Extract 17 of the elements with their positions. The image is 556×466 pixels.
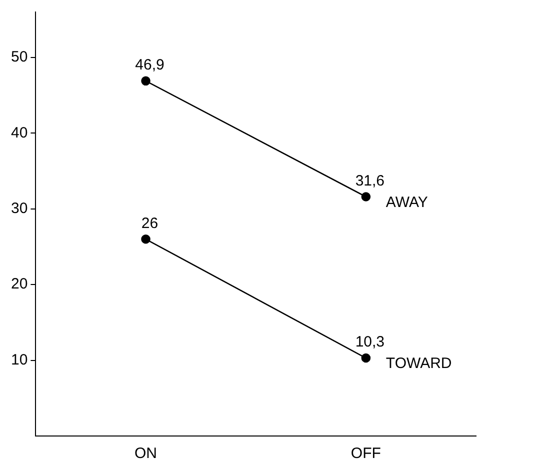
x-tick-label: ON xyxy=(134,445,158,462)
x-tick-label: OFF xyxy=(350,445,381,462)
point xyxy=(141,76,150,86)
y-tick-label: 20 xyxy=(10,276,28,293)
y-tick-label: 50 xyxy=(10,48,28,66)
data-label: 31,6 xyxy=(355,172,385,190)
y-tick-label: 30 xyxy=(10,200,28,217)
series-label: AWAY xyxy=(386,194,428,211)
series-label: TOWARD xyxy=(386,355,452,372)
y-tick-label: 10 xyxy=(10,351,28,368)
data-label: 26 xyxy=(141,214,158,232)
point xyxy=(361,353,371,363)
data-label: 10,3 xyxy=(355,334,385,351)
point xyxy=(361,192,371,202)
point xyxy=(141,234,150,244)
y-tick-label: 40 xyxy=(10,124,28,142)
data-label: 46,9 xyxy=(135,56,164,74)
